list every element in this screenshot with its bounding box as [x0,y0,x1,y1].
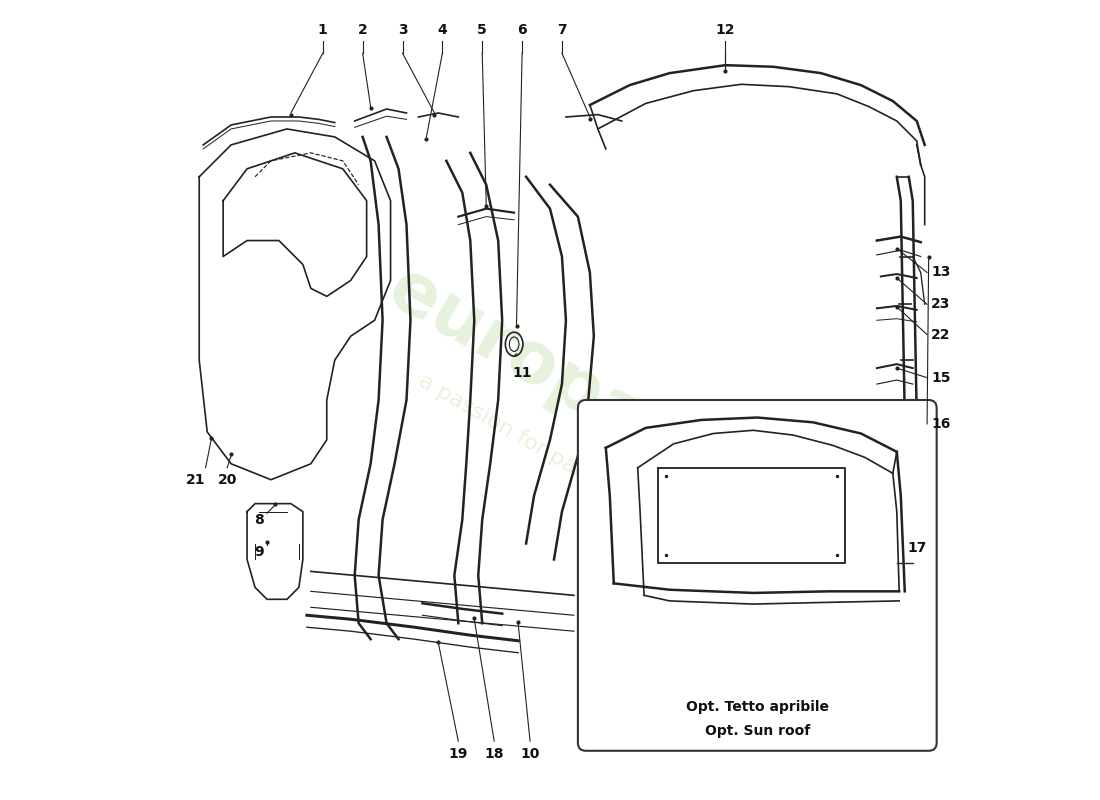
Text: 18: 18 [484,746,504,761]
Text: Opt. Tetto apribile: Opt. Tetto apribile [685,700,828,714]
Text: 12: 12 [716,23,735,38]
Text: 5: 5 [477,23,487,38]
Text: 19: 19 [449,746,468,761]
Text: 6: 6 [517,23,527,38]
Text: 1: 1 [318,23,328,38]
Text: 9: 9 [254,545,264,559]
Text: 22: 22 [931,328,950,342]
Text: 21: 21 [186,474,205,487]
Text: europarts: europarts [376,254,756,514]
Text: 3: 3 [398,23,407,38]
FancyBboxPatch shape [578,400,937,750]
Text: 13: 13 [931,266,950,279]
Text: 16: 16 [931,417,950,431]
Text: 23: 23 [931,298,950,311]
Text: 17: 17 [908,542,926,555]
Text: Opt. Sun roof: Opt. Sun roof [705,724,810,738]
Text: 10: 10 [520,746,540,761]
Text: 4: 4 [438,23,448,38]
Text: 20: 20 [218,474,236,487]
Text: 15: 15 [931,370,950,385]
Text: 7: 7 [557,23,566,38]
Text: 8: 8 [254,514,264,527]
Text: a passion for parts since 1985: a passion for parts since 1985 [415,371,717,557]
Text: 11: 11 [513,366,531,380]
Text: 2: 2 [358,23,367,38]
